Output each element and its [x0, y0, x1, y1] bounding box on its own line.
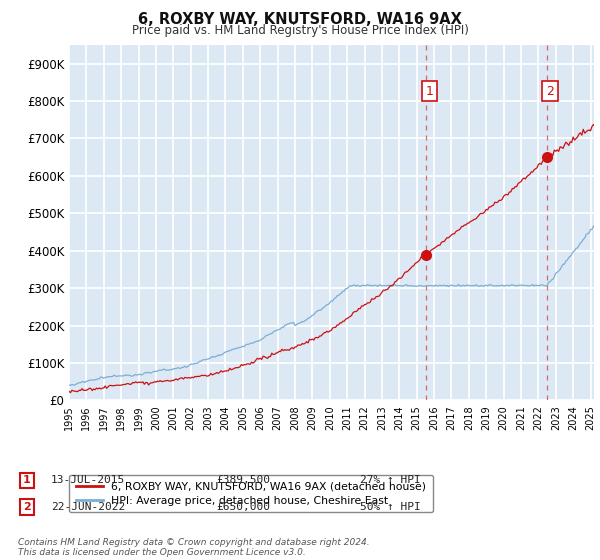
- Text: Contains HM Land Registry data © Crown copyright and database right 2024.
This d: Contains HM Land Registry data © Crown c…: [18, 538, 370, 557]
- Text: £650,000: £650,000: [216, 502, 270, 512]
- Text: 2: 2: [23, 502, 31, 512]
- Text: 1: 1: [425, 85, 433, 97]
- Text: 2: 2: [546, 85, 554, 97]
- Text: 22-JUN-2022: 22-JUN-2022: [51, 502, 125, 512]
- Text: 27% ↑ HPI: 27% ↑ HPI: [360, 475, 421, 486]
- Text: 1: 1: [23, 475, 31, 486]
- Text: 6, ROXBY WAY, KNUTSFORD, WA16 9AX: 6, ROXBY WAY, KNUTSFORD, WA16 9AX: [138, 12, 462, 27]
- Text: 13-JUL-2015: 13-JUL-2015: [51, 475, 125, 486]
- Legend: 6, ROXBY WAY, KNUTSFORD, WA16 9AX (detached house), HPI: Average price, detached: 6, ROXBY WAY, KNUTSFORD, WA16 9AX (detac…: [69, 475, 433, 512]
- Text: 50% ↑ HPI: 50% ↑ HPI: [360, 502, 421, 512]
- Text: £389,500: £389,500: [216, 475, 270, 486]
- Text: Price paid vs. HM Land Registry's House Price Index (HPI): Price paid vs. HM Land Registry's House …: [131, 24, 469, 36]
